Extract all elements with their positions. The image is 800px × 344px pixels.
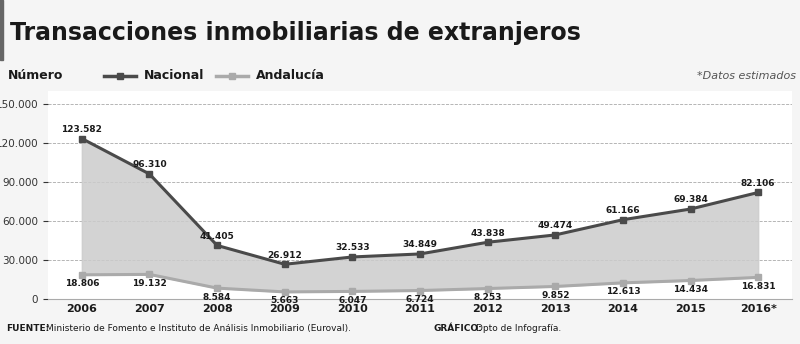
Text: 96.310: 96.310 [132,160,166,170]
Text: Ministerio de Fomento e Instituto de Análisis Inmobiliario (Euroval).: Ministerio de Fomento e Instituto de Aná… [46,324,354,333]
Text: 12.613: 12.613 [606,288,640,297]
Text: *Datos estimados: *Datos estimados [697,71,796,81]
Text: 34.849: 34.849 [402,240,438,249]
Text: 43.838: 43.838 [470,229,505,238]
Text: Andalucía: Andalucía [256,69,325,82]
Text: 32.533: 32.533 [335,244,370,252]
Text: 18.806: 18.806 [65,279,99,288]
Text: Dpto de Infografía.: Dpto de Infografía. [476,324,562,333]
Text: 123.582: 123.582 [62,125,102,134]
Text: 14.434: 14.434 [673,285,708,294]
Text: 16.831: 16.831 [741,282,775,291]
Text: 82.106: 82.106 [741,179,775,188]
Text: 9.852: 9.852 [541,291,570,300]
Text: 19.132: 19.132 [132,279,167,288]
Text: 8.584: 8.584 [203,293,231,302]
Text: 61.166: 61.166 [606,206,640,215]
Text: 41.405: 41.405 [200,232,234,241]
Text: GRÁFICO:: GRÁFICO: [434,324,482,333]
Text: 8.253: 8.253 [474,293,502,302]
Text: 49.474: 49.474 [538,222,573,230]
Text: 69.384: 69.384 [673,195,708,204]
Text: 6.047: 6.047 [338,296,366,305]
FancyArrow shape [0,0,2,60]
Text: 5.663: 5.663 [270,297,299,305]
Text: Número: Número [8,69,63,82]
Text: Nacional: Nacional [144,69,204,82]
Text: Transacciones inmobiliarias de extranjeros: Transacciones inmobiliarias de extranjer… [10,21,581,45]
Text: 26.912: 26.912 [267,251,302,260]
Text: 6.724: 6.724 [406,295,434,304]
Text: FUENTE:: FUENTE: [6,324,50,333]
